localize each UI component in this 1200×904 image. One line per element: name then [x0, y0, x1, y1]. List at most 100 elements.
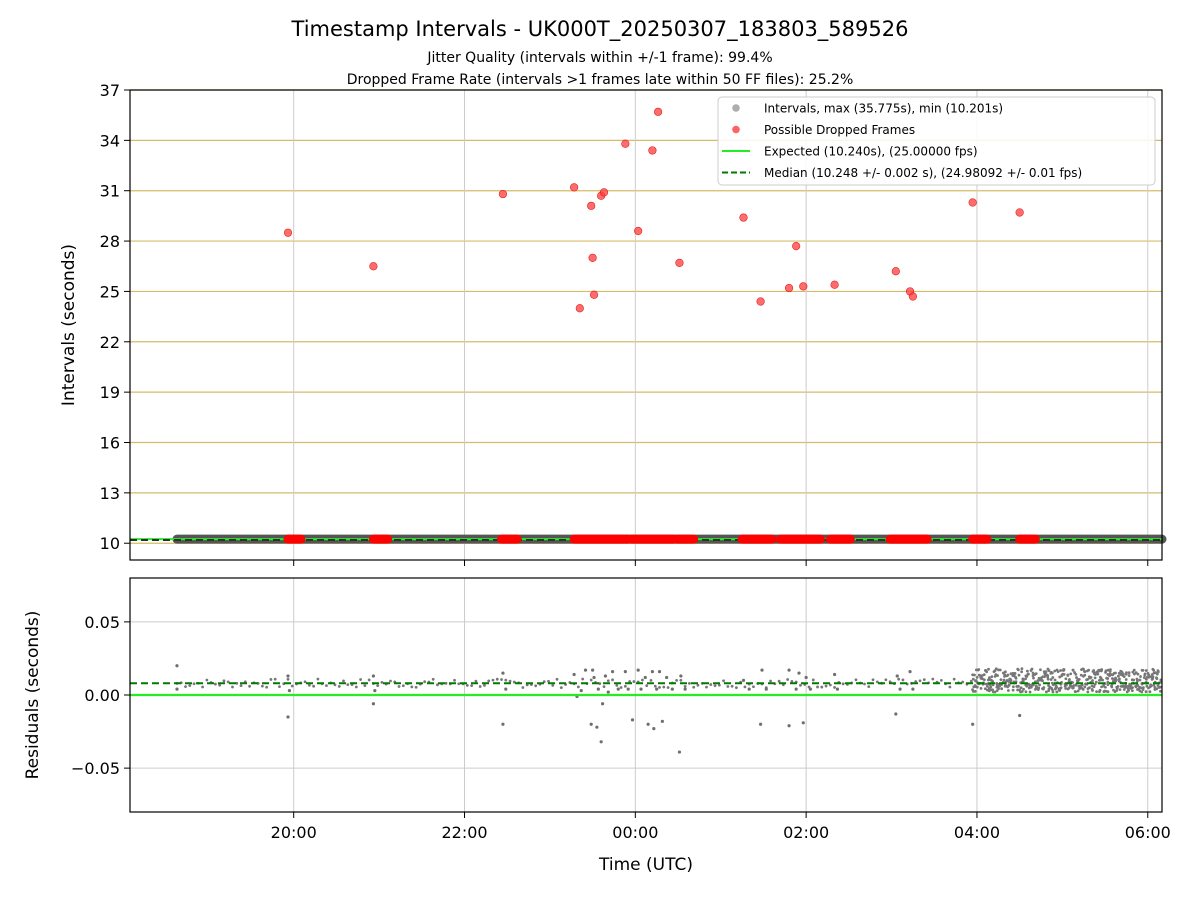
residual-point [260, 684, 264, 688]
residual-point [290, 684, 294, 688]
residual-point [1144, 669, 1148, 672]
residual-point [1054, 686, 1058, 690]
dropped-frame-point [784, 283, 794, 293]
residual-point [1017, 684, 1020, 688]
dropped-frame-point [498, 189, 508, 199]
residuals-x-axis-label: Time (UTC) [598, 855, 693, 875]
residual-point [1077, 677, 1081, 681]
residual-point [1081, 687, 1085, 691]
residual-point [1007, 683, 1011, 686]
residual-point [286, 674, 290, 678]
residual-point [1072, 684, 1076, 688]
residual-point [998, 668, 1002, 672]
residual-point [626, 687, 630, 691]
residual-point [1020, 667, 1024, 671]
residual-point [1108, 674, 1111, 678]
residual-point [1098, 688, 1102, 692]
residual-point [1074, 672, 1078, 676]
residual-point [833, 686, 837, 689]
residual-point [495, 677, 499, 681]
residual-point [1116, 674, 1120, 678]
residual-point [1086, 690, 1090, 694]
residual-point [1011, 688, 1015, 692]
residual-point [579, 689, 583, 693]
intervals-y-tick-label: 37 [100, 81, 120, 100]
residual-point [1017, 673, 1021, 677]
dropped-frame-point [653, 107, 663, 116]
residual-point [325, 684, 328, 688]
residual-point [231, 685, 234, 689]
residual-point [346, 683, 350, 687]
residual-point [1092, 669, 1096, 672]
residual-point [367, 678, 371, 682]
residuals-marks [130, 664, 1163, 754]
residual-point [828, 683, 832, 687]
residual-point [998, 684, 1001, 688]
residual-point [599, 740, 603, 744]
intervals-y-tick-label: 25 [100, 282, 120, 301]
residual-point [666, 686, 670, 689]
residual-point [898, 687, 902, 691]
residual-point [991, 688, 994, 692]
residual-point [683, 685, 687, 688]
residual-point [1112, 671, 1116, 675]
residual-point [760, 668, 764, 672]
residual-point [801, 721, 805, 725]
residual-point [1086, 677, 1090, 681]
residual-point [1025, 669, 1029, 673]
residual-point [995, 682, 999, 685]
residual-point [1029, 685, 1033, 689]
dropped-frame-point [792, 242, 801, 251]
residual-point [598, 682, 602, 685]
residual-point [1017, 668, 1020, 672]
residual-point [303, 680, 307, 684]
residual-point [1118, 688, 1122, 692]
residuals-x-tick-label: 22:00 [441, 823, 487, 842]
residual-point [1096, 672, 1100, 676]
residual-point [895, 674, 899, 678]
intervals-y-tick-label: 28 [100, 232, 120, 251]
residual-point [1121, 685, 1125, 688]
legend-box [717, 96, 1156, 186]
residual-point [465, 683, 469, 687]
residual-point [1088, 686, 1091, 690]
residual-point [1068, 678, 1071, 681]
residual-point [1132, 668, 1136, 672]
residual-point [1016, 688, 1019, 692]
legend-entry-label: Median (10.248 +/- 0.002 s), (24.98092 +… [764, 166, 1082, 180]
residual-point [316, 677, 320, 681]
residual-point [961, 680, 965, 684]
chart-title: Timestamp Intervals - UK000T_20250307_18… [291, 17, 909, 42]
residual-point [1076, 689, 1080, 693]
residual-point [979, 686, 983, 690]
residual-point [655, 687, 659, 691]
residual-point [380, 680, 384, 684]
residual-point [397, 685, 401, 688]
residual-point [1122, 688, 1126, 691]
dropped-frame-point [968, 198, 977, 207]
residual-point [591, 668, 595, 672]
residual-point [1117, 679, 1121, 683]
residual-point [973, 673, 976, 677]
residual-point [983, 687, 987, 691]
residual-point [287, 689, 292, 693]
residual-point [713, 684, 717, 688]
residual-point [1130, 689, 1134, 693]
residual-point [559, 686, 563, 690]
residual-point [1055, 690, 1059, 694]
residual-point [675, 678, 679, 682]
residual-point [1110, 685, 1114, 689]
residual-point [1065, 683, 1068, 687]
residual-point [824, 684, 828, 688]
residual-point [555, 677, 559, 681]
residual-point [1118, 677, 1121, 681]
residual-point [797, 671, 801, 675]
dropped-frame-point [589, 290, 599, 299]
residual-point [985, 670, 989, 674]
legend-marker-dot [732, 125, 740, 134]
residual-point [1050, 671, 1054, 675]
residual-point [534, 684, 538, 688]
residual-point [1150, 677, 1154, 681]
residual-point [508, 679, 512, 683]
intervals-y-tick-label: 19 [100, 383, 120, 402]
